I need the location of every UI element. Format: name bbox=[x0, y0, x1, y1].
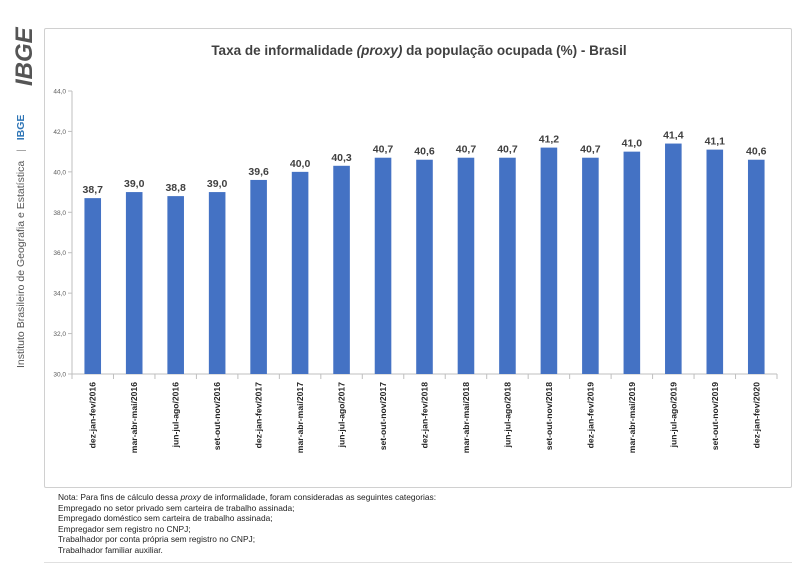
brand-short: IBGE bbox=[15, 115, 27, 141]
footnote-intro-part-1: Nota: Para fins de cálculo dessa bbox=[58, 492, 181, 502]
bar bbox=[706, 149, 724, 374]
bottom-divider bbox=[44, 562, 792, 563]
x-tick-label: jun-jul-ago/2016 bbox=[171, 382, 181, 449]
x-tick-label: mar-abr-mai/2017 bbox=[295, 382, 305, 453]
bar bbox=[665, 143, 682, 374]
bar-value-label: 41,0 bbox=[622, 138, 643, 150]
footnote-intro-part-3: de informalidade, foram consideradas as … bbox=[200, 492, 437, 502]
bar bbox=[208, 192, 226, 374]
ibge-logo: IBGE bbox=[11, 26, 38, 86]
y-tick-label: 44,0 bbox=[53, 89, 66, 96]
bar bbox=[540, 147, 558, 374]
x-tick-label: jun-jul-ago/2017 bbox=[337, 382, 347, 449]
bar-value-label: 40,6 bbox=[414, 146, 435, 158]
y-tick-label: 34,0 bbox=[53, 291, 66, 298]
bar-value-label: 39,6 bbox=[248, 166, 269, 178]
x-tick-label: set-out-nov/2019 bbox=[710, 382, 720, 451]
bar bbox=[84, 198, 102, 374]
y-tick-label: 42,0 bbox=[53, 129, 66, 136]
axis-layer: 30,0 32,0 34,0 36,0 38,0 40,0 42,0 44,0 dez-jan-… bbox=[53, 89, 778, 453]
chart-panel: Taxa de informalidade (proxy) da populaç… bbox=[44, 28, 792, 488]
footnote: Nota: Para fins de cálculo dessa proxy d… bbox=[58, 492, 778, 556]
bar bbox=[291, 171, 309, 374]
bar bbox=[747, 159, 765, 374]
bar bbox=[582, 157, 599, 374]
bar-value-label: 39,0 bbox=[124, 178, 145, 190]
bar-value-label: 38,8 bbox=[165, 182, 186, 194]
footnote-item: Empregador sem registro no CNPJ; bbox=[58, 523, 191, 534]
y-tick-label: 36,0 bbox=[53, 250, 66, 257]
bar-value-label: 40,7 bbox=[497, 144, 518, 156]
footnote-item: Trabalhador por conta própria sem regist… bbox=[58, 534, 256, 545]
bar-value-label: 40,7 bbox=[373, 144, 394, 156]
bar-value-label: 39,0 bbox=[207, 178, 228, 190]
x-tick-label: jun-jul-ago/2019 bbox=[668, 382, 678, 449]
y-tick-label: 30,0 bbox=[53, 372, 66, 379]
bar-value-label: 41,1 bbox=[705, 136, 726, 148]
bar bbox=[457, 157, 475, 374]
x-tick-label: dez-jan-fev/2020 bbox=[751, 382, 761, 449]
x-tick-label: dez-jan-fev/2018 bbox=[420, 382, 430, 449]
chart-title-part-1: Taxa de informalidade bbox=[211, 43, 356, 58]
bar-value-label: 41,4 bbox=[663, 130, 684, 142]
x-tick-label: mar-abr-mai/2019 bbox=[627, 382, 637, 453]
footnote-item: Empregado doméstico sem carteira de trab… bbox=[58, 513, 273, 524]
chart-title: Taxa de informalidade (proxy) da populaç… bbox=[211, 43, 626, 58]
x-tick-label: dez-jan-fev/2016 bbox=[88, 382, 98, 449]
bar bbox=[333, 165, 350, 374]
bar-value-label: 40,0 bbox=[290, 158, 311, 170]
footnote-intro: Nota: Para fins de cálculo dessa proxy d… bbox=[58, 492, 778, 503]
bar-value-label: 41,2 bbox=[539, 134, 560, 146]
y-tick-label: 40,0 bbox=[53, 169, 66, 176]
chart-title-proxy: (proxy) bbox=[357, 43, 403, 58]
x-tick-label: dez-jan-fev/2017 bbox=[254, 382, 264, 449]
bar bbox=[374, 157, 392, 374]
bar-value-label: 40,7 bbox=[580, 144, 601, 156]
bar bbox=[499, 157, 516, 374]
bar bbox=[623, 151, 641, 374]
sidebar: IBGE Instituto Brasileiro de Geografia e… bbox=[0, 0, 44, 567]
x-tick-label: dez-jan-fev/2019 bbox=[585, 382, 595, 449]
svg-text:Instituto Brasileiro de Geogra: Instituto Brasileiro de Geografia e Esta… bbox=[15, 115, 27, 368]
bar bbox=[416, 159, 433, 374]
x-tick-label: mar-abr-mai/2016 bbox=[129, 382, 139, 453]
footnote-item: Trabalhador familiar auxiliar. bbox=[58, 544, 163, 555]
y-tick-label: 32,0 bbox=[53, 331, 66, 338]
bar-value-label: 38,7 bbox=[83, 184, 104, 196]
chart-title-part-3: da população ocupada (%) - Brasil bbox=[402, 43, 626, 58]
bar-value-label: 40,7 bbox=[456, 144, 477, 156]
bars-layer: 38,7 39,0 38,8 39,0 39,6 40,0 40,3 40,7 40,6 40,7… bbox=[83, 130, 767, 374]
bar bbox=[125, 192, 143, 374]
y-tick-label: 38,0 bbox=[53, 210, 66, 217]
sidebar-vertical-text: Instituto Brasileiro de Geografia e Esta… bbox=[15, 115, 27, 368]
bar-value-label: 40,6 bbox=[746, 146, 767, 158]
x-tick-label: jun-jul-ago/2018 bbox=[502, 382, 512, 449]
x-tick-label: mar-abr-mai/2018 bbox=[461, 382, 471, 453]
logo-text: IBGE bbox=[11, 26, 38, 86]
x-tick-label: set-out-nov/2018 bbox=[544, 382, 554, 451]
sidebar-separator: | bbox=[15, 149, 27, 152]
bar bbox=[167, 196, 184, 374]
footnote-item: Empregado no setor privado sem carteira … bbox=[58, 502, 295, 513]
institute-name: Instituto Brasileiro de Geografia e Esta… bbox=[15, 161, 27, 368]
bar-value-label: 40,3 bbox=[331, 152, 352, 164]
x-tick-label: set-out-nov/2017 bbox=[378, 382, 388, 451]
x-tick-label: set-out-nov/2016 bbox=[212, 382, 222, 451]
bar-chart: Taxa de informalidade (proxy) da populaç… bbox=[53, 43, 778, 453]
footnote-intro-proxy: proxy bbox=[180, 492, 201, 502]
bar bbox=[250, 179, 267, 374]
